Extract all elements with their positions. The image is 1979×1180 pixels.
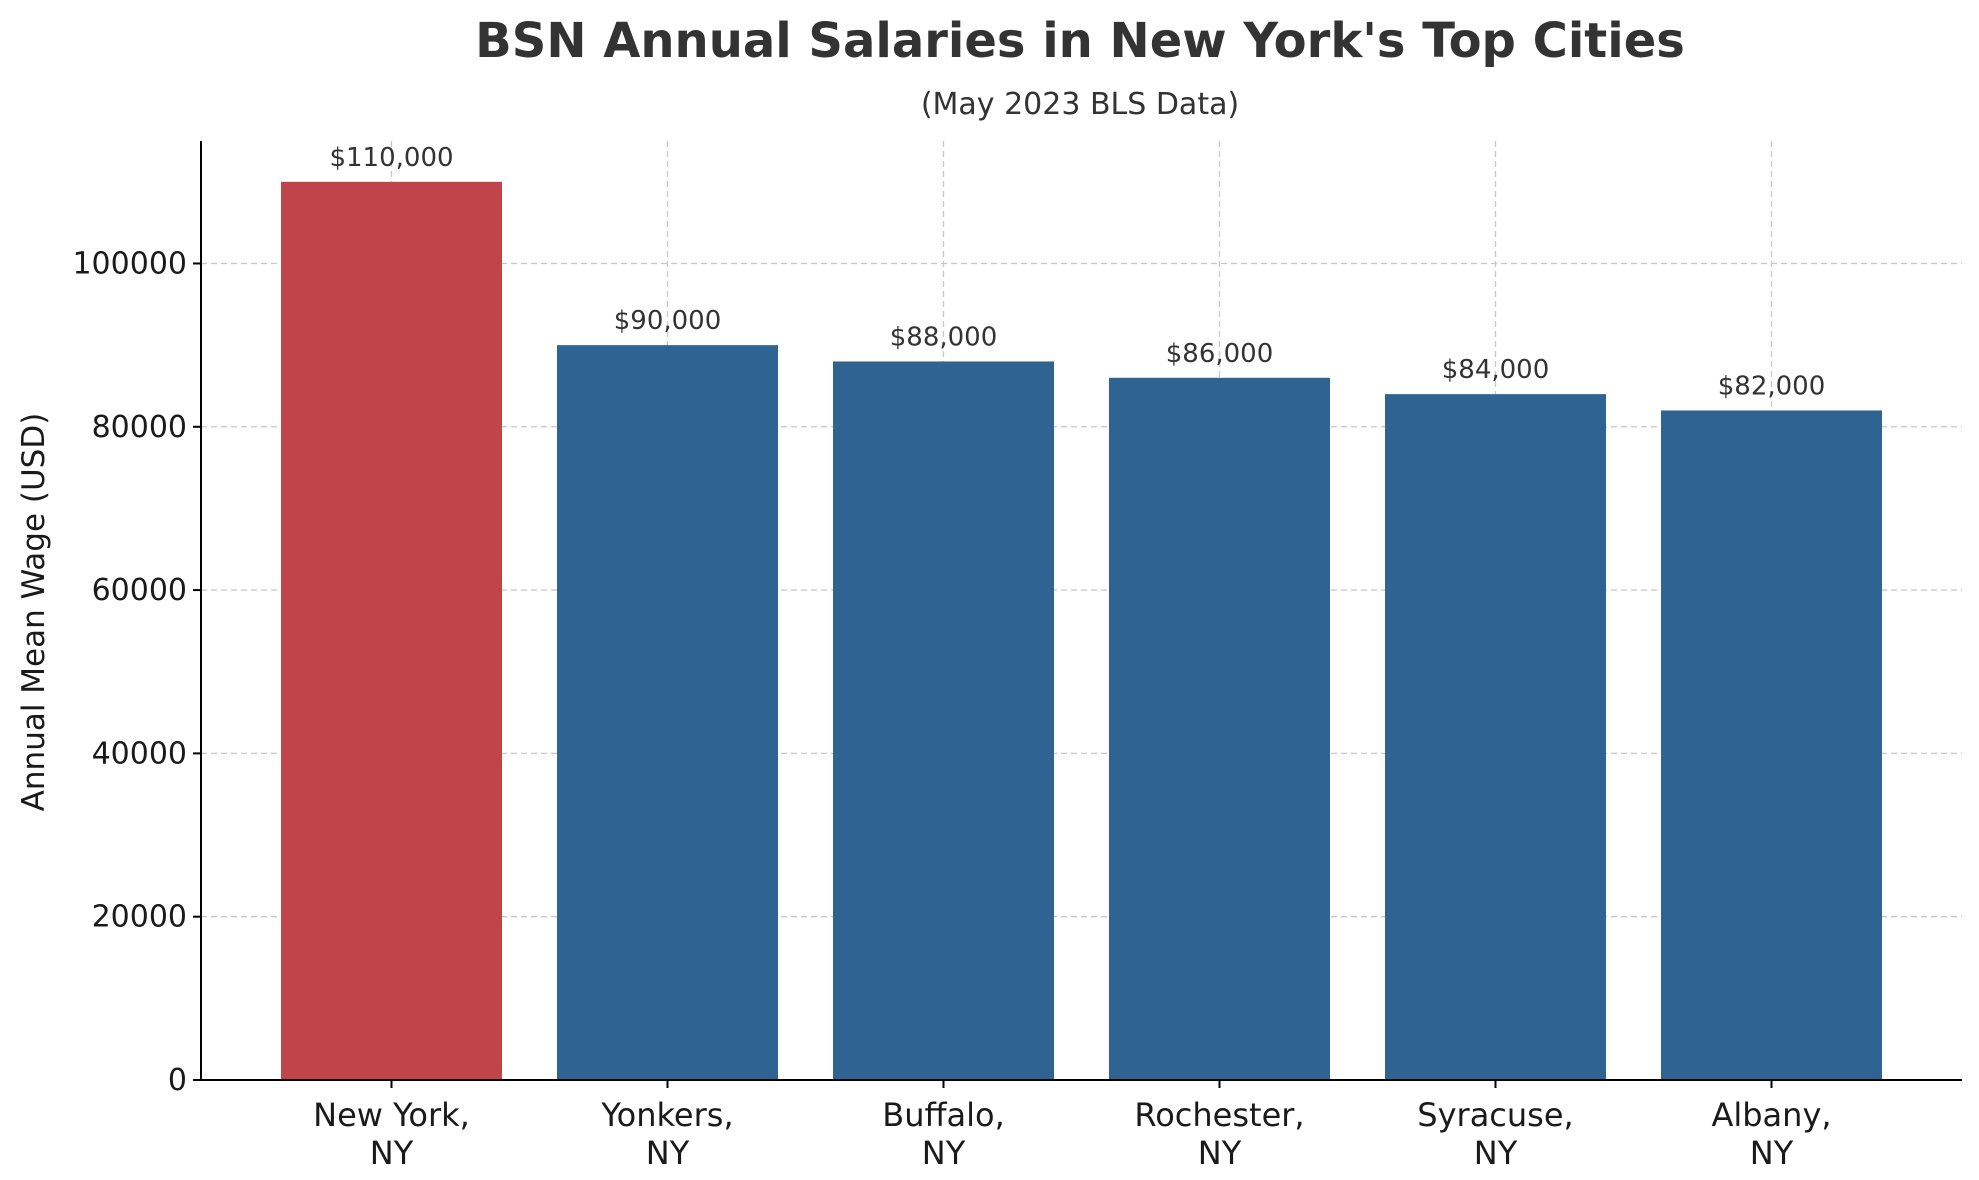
- x-tick-label: Rochester, NY: [1134, 1096, 1304, 1172]
- y-axis-label: Annual Mean Wage (USD): [16, 413, 52, 812]
- axes: [193, 141, 1962, 1088]
- bar-value-label: $82,000: [1718, 371, 1826, 401]
- bar-value-label: $110,000: [329, 143, 453, 173]
- bar-value-label: $90,000: [614, 306, 722, 336]
- bars: [281, 181, 1882, 1081]
- bar: [1385, 394, 1606, 1081]
- x-tick-label: Syracuse, NY: [1417, 1096, 1573, 1172]
- bar-value-label: $84,000: [1442, 355, 1550, 385]
- y-tick-label: 80000: [92, 410, 187, 445]
- bar: [557, 345, 778, 1080]
- x-tick-label: Yonkers, NY: [600, 1096, 733, 1172]
- bar: [281, 181, 502, 1081]
- chart-title: BSN Annual Salaries in New York's Top Ci…: [475, 13, 1685, 69]
- bar: [1109, 377, 1330, 1081]
- chart-subtitle: (May 2023 BLS Data): [921, 87, 1239, 122]
- y-tick-label: 20000: [92, 900, 187, 935]
- chart-labels: 0 20000 40000 60000 80000 100000 $110,000 New Y…: [72, 143, 1831, 1172]
- x-tick-label: New York, NY: [313, 1096, 470, 1172]
- bar-value-label: $86,000: [1166, 339, 1274, 369]
- x-tick-label: Buffalo, NY: [882, 1096, 1005, 1172]
- bar: [1661, 410, 1882, 1081]
- y-tick-label: 40000: [92, 736, 187, 771]
- bar: [833, 361, 1054, 1080]
- bar-value-label: $88,000: [890, 322, 998, 352]
- y-tick-label: 100000: [72, 246, 187, 281]
- y-tick-label: 0: [168, 1063, 187, 1098]
- y-tick-label: 60000: [92, 573, 187, 608]
- x-tick-label: Albany, NY: [1711, 1096, 1831, 1172]
